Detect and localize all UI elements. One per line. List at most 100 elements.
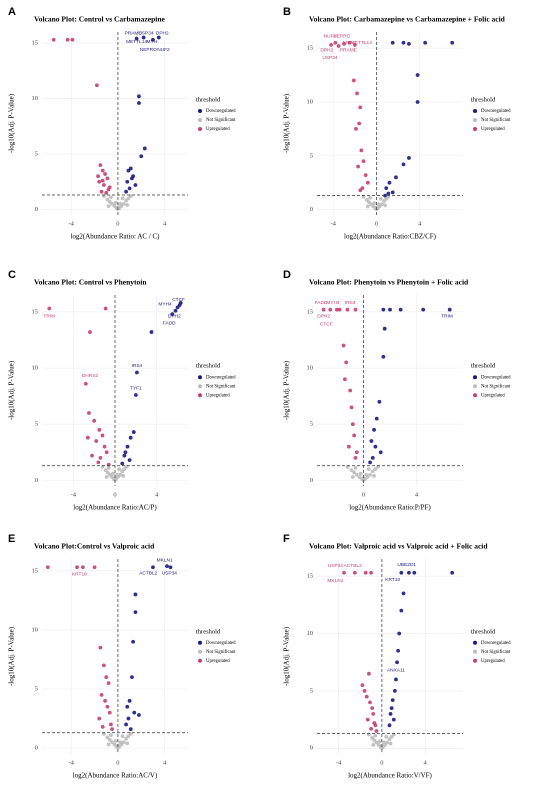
chart-title: Volcano Plot: Control vs Phenytoin xyxy=(34,278,147,287)
gene-label: TYF1 xyxy=(130,386,142,392)
y-tick-label: 0 xyxy=(310,477,313,484)
data-point xyxy=(357,475,362,479)
x-tick-label: 4 xyxy=(163,759,167,766)
gene-label: PRAME xyxy=(125,30,142,36)
data-point xyxy=(98,645,103,650)
data-point xyxy=(373,444,378,449)
panel-letter: D xyxy=(283,269,291,281)
data-point xyxy=(128,435,133,440)
chart-title: Volcano Plot: Carbamazepine vs Carbamaze… xyxy=(309,15,506,24)
y-tick-label: 10 xyxy=(32,95,39,102)
data-point xyxy=(104,475,109,479)
legend-label: Downregulated xyxy=(206,375,236,380)
data-point xyxy=(131,430,136,434)
data-point xyxy=(94,83,99,88)
data-point xyxy=(341,343,346,348)
legend-label: Upregulated xyxy=(481,127,505,132)
y-tick-label: 15 xyxy=(307,308,314,315)
data-point xyxy=(342,570,346,575)
x-tick-label: -4 xyxy=(68,220,74,227)
data-point xyxy=(133,592,138,597)
legend-swatch xyxy=(473,109,477,113)
data-point xyxy=(45,565,50,570)
data-point xyxy=(122,453,127,458)
data-point xyxy=(85,435,90,440)
data-point xyxy=(133,610,138,615)
data-point xyxy=(112,742,117,747)
data-point xyxy=(107,710,112,715)
chart-title: Volcano Plot: Control vs Carbamazepine xyxy=(34,15,166,24)
data-point xyxy=(382,326,387,331)
data-point xyxy=(358,105,363,110)
gene-label: NEPRO xyxy=(333,34,350,40)
y-tick-label: 15 xyxy=(32,567,39,574)
data-point xyxy=(396,648,401,653)
data-point xyxy=(65,37,70,42)
gene-label: DPH2 xyxy=(317,314,330,320)
y-tick-label: 0 xyxy=(35,206,38,213)
data-point xyxy=(383,193,388,198)
data-point xyxy=(361,159,366,164)
data-point xyxy=(142,146,147,151)
legend-title: threshold xyxy=(471,628,496,635)
y-axis-label: -log10(Adj. P-Value) xyxy=(8,360,16,420)
data-point xyxy=(370,469,375,474)
gene-label: CTCF xyxy=(320,321,333,327)
panel-letter: F xyxy=(283,533,290,545)
gene-label: UBE2D1 xyxy=(397,562,416,568)
data-point xyxy=(104,675,109,680)
y-tick-label: 5 xyxy=(310,421,313,428)
data-point xyxy=(371,711,376,716)
data-point xyxy=(358,471,363,476)
data-point xyxy=(137,713,141,717)
data-point xyxy=(123,450,128,455)
data-point xyxy=(363,570,368,575)
data-point xyxy=(364,694,369,699)
data-point xyxy=(329,43,333,47)
data-point xyxy=(401,40,406,45)
data-point xyxy=(381,354,386,359)
data-point xyxy=(90,453,94,458)
data-point xyxy=(151,37,155,42)
data-point xyxy=(99,693,104,697)
data-point xyxy=(127,186,132,191)
legend-swatch xyxy=(198,109,202,113)
data-point xyxy=(124,722,128,727)
data-point xyxy=(321,307,326,312)
y-axis-label: -log10(Adj. P-Value) xyxy=(283,93,291,153)
x-axis-label: log2(Abundance Ratio:AC/V) xyxy=(73,772,158,780)
data-point xyxy=(149,330,154,334)
data-point xyxy=(121,740,126,745)
data-point xyxy=(173,308,178,313)
data-point xyxy=(107,737,112,742)
y-tick-label: 10 xyxy=(307,630,314,637)
data-point xyxy=(394,677,398,682)
data-point xyxy=(450,570,455,575)
legend-swatch xyxy=(473,393,477,398)
data-point xyxy=(407,570,411,575)
gene-label: METTL14 xyxy=(126,39,147,45)
data-point xyxy=(139,154,144,159)
gene-label: DPH2 xyxy=(320,48,333,54)
y-tick-label: 5 xyxy=(35,421,38,428)
data-point xyxy=(100,724,105,729)
data-point xyxy=(97,716,102,721)
data-point xyxy=(335,307,339,312)
data-point xyxy=(367,671,371,676)
data-point xyxy=(401,591,406,596)
data-point xyxy=(356,164,360,169)
data-point xyxy=(135,370,139,375)
data-point xyxy=(328,307,333,312)
data-point xyxy=(352,43,357,47)
legend-label: Not Significant xyxy=(206,650,236,655)
data-point xyxy=(94,439,99,443)
data-point xyxy=(359,148,364,153)
x-tick-label: -4 xyxy=(336,759,342,766)
x-tick-label: 0 xyxy=(375,220,378,227)
data-point xyxy=(96,460,101,465)
x-axis-label: log2(Abundance Ratio:AC/P) xyxy=(73,504,157,512)
data-point xyxy=(352,570,357,575)
data-point xyxy=(347,40,352,45)
legend-label: Upregulated xyxy=(481,659,505,664)
data-point xyxy=(382,740,386,745)
